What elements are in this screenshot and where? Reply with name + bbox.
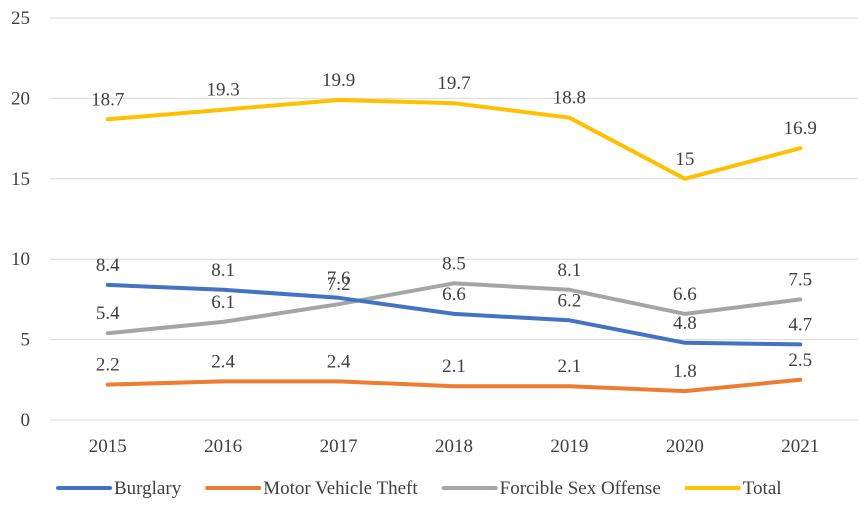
y-tick-label: 25	[11, 8, 30, 29]
x-tick-label: 2020	[666, 436, 704, 457]
data-label: 2.2	[96, 355, 120, 376]
data-label: 8.1	[211, 260, 235, 281]
series-line-motor-vehicle-theft	[105, 377, 803, 394]
series-line-forcible-sex-offense	[105, 281, 803, 336]
data-label: 7.2	[327, 274, 351, 295]
data-label: 18.8	[553, 88, 586, 109]
x-tick-label: 2021	[781, 436, 819, 457]
legend-label: Total	[743, 478, 782, 499]
data-label: 4.8	[673, 313, 697, 334]
x-axis-tick-labels: 2015 2016 2017 2018 2019 2020 2021	[89, 436, 820, 457]
data-label: 7.5	[788, 269, 812, 290]
data-label: 18.7	[91, 89, 124, 110]
y-tick-label: 10	[11, 249, 30, 270]
data-label: 16.9	[784, 118, 817, 139]
data-label: 4.7	[788, 314, 812, 335]
data-label: 2.4	[327, 351, 351, 372]
data-labels: 8.4 8.1 7.6 6.6 6.2 4.8 4.7 2.2 2.4 2.4 2.1 2.1 1.8 2…	[91, 70, 817, 382]
data-label: 8.4	[96, 255, 120, 276]
legend: Burglary Motor Vehicle Theft Forcible Sex …	[56, 478, 782, 499]
data-label: 8.5	[442, 253, 466, 274]
data-label: 7.6	[327, 268, 351, 289]
data-label: 6.2	[558, 290, 582, 311]
legend-label: Motor Vehicle Theft	[263, 478, 418, 499]
legend-label: Forcible Sex Offense	[500, 478, 661, 499]
data-label: 2.4	[211, 351, 235, 372]
data-label: 6.1	[211, 292, 235, 313]
y-tick-label: 5	[21, 330, 31, 351]
data-label: 2.1	[442, 356, 466, 377]
gridlines	[50, 17, 858, 421]
data-label: 2.1	[558, 356, 582, 377]
series-lines	[105, 98, 803, 394]
x-tick-label: 2017	[320, 436, 358, 457]
x-tick-label: 2015	[89, 436, 127, 457]
data-label: 5.4	[96, 303, 120, 324]
data-label: 1.8	[673, 361, 697, 382]
data-label: 19.9	[322, 70, 355, 91]
x-tick-label: 2018	[435, 436, 473, 457]
data-label: 19.7	[437, 73, 470, 94]
data-label: 15	[675, 149, 694, 170]
x-tick-label: 2016	[204, 436, 242, 457]
y-tick-label: 15	[11, 169, 30, 190]
legend-label: Burglary	[114, 478, 182, 499]
y-axis-tick-labels: 0 5 10 15 20 25	[11, 8, 30, 431]
series-line-burglary	[105, 282, 803, 347]
data-label: 2.5	[788, 350, 812, 371]
y-tick-label: 20	[11, 88, 30, 109]
data-label: 6.6	[673, 284, 697, 305]
data-label: 19.3	[207, 80, 240, 101]
data-label: 8.1	[558, 260, 582, 281]
x-tick-label: 2019	[550, 436, 588, 457]
series-line-total	[105, 98, 803, 181]
y-tick-label: 0	[21, 410, 31, 431]
data-label: 6.6	[442, 284, 466, 305]
